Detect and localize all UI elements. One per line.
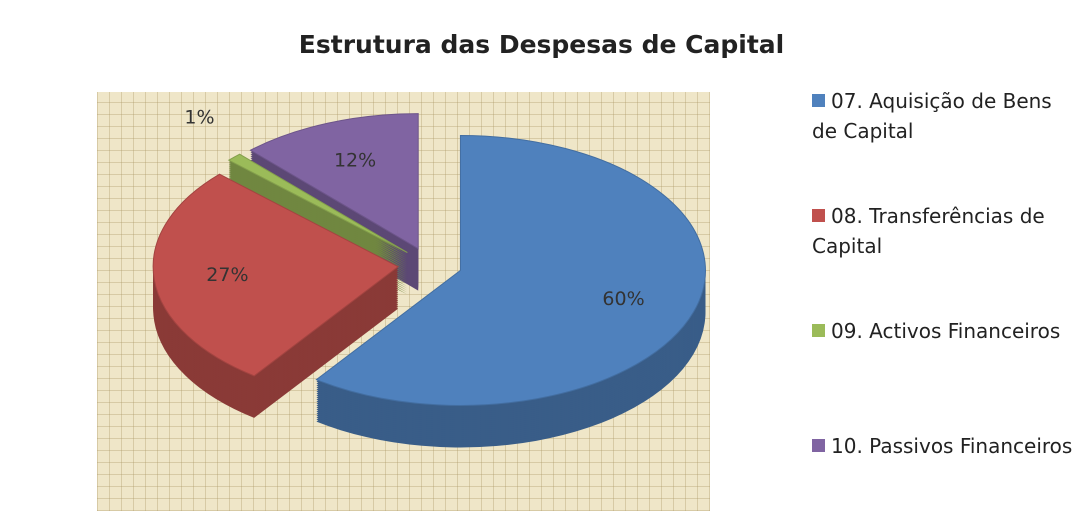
slice-group: [249, 113, 419, 291]
legend-label: 08. Transferências de Capital: [812, 204, 1045, 258]
legend-label: 09. Activos Financeiros: [831, 319, 1061, 343]
data-label: 12%: [334, 149, 376, 171]
legend-entry: 10. Passivos Financeiros: [812, 431, 1077, 461]
chart-title: Estrutura das Despesas de Capital: [298, 30, 785, 59]
legend-swatch: [812, 324, 825, 337]
legend-entry: 08. Transferências de Capital: [812, 201, 1077, 261]
legend-label: 07. Aquisição de Bens de Capital: [812, 89, 1052, 143]
legend-label: 10. Passivos Financeiros: [831, 434, 1073, 458]
legend-swatch: [812, 94, 825, 107]
data-label: 27%: [206, 264, 248, 286]
slice: [152, 173, 400, 377]
data-label: 60%: [602, 288, 644, 310]
legend-swatch: [812, 439, 825, 452]
slice: [227, 153, 408, 253]
legend-entry: 07. Aquisição de Bens de Capital: [812, 86, 1077, 146]
data-label: 1%: [184, 107, 214, 129]
legend-entry: 09. Activos Financeiros: [812, 316, 1077, 346]
legend-swatch: [812, 209, 825, 222]
slice-group: [315, 134, 706, 448]
slice-group: [152, 173, 400, 418]
slice: [249, 113, 419, 250]
slice: [315, 134, 706, 406]
